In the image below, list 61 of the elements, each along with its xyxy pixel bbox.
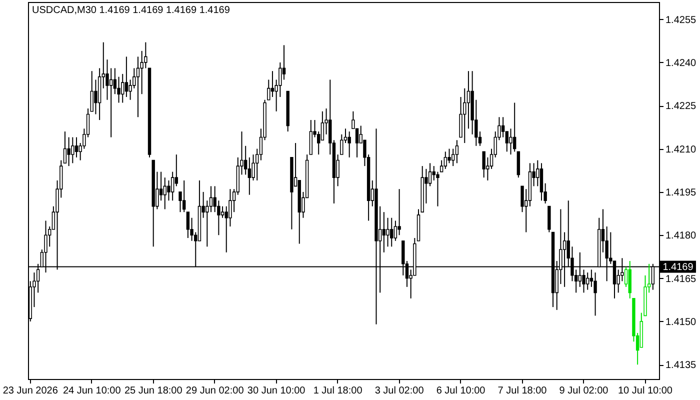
x-tick-label: 9 Jul 02:00	[559, 386, 609, 396]
candlestick	[470, 70, 474, 135]
candlestick	[217, 200, 220, 236]
x-tick-label: 7 Jul 18:00	[498, 386, 548, 396]
chart-title: USDCAD,M30 1.4169 1.4169 1.4169 1.4169	[32, 5, 230, 16]
candlestick	[582, 269, 586, 294]
candlestick	[228, 188, 232, 227]
candlestick	[163, 177, 166, 210]
x-tick-label: 6 Jul 10:00	[436, 386, 486, 396]
x-tick-label: 30 Jun 10:00	[247, 386, 306, 396]
candlestick	[586, 272, 590, 290]
candlestick	[463, 88, 466, 144]
x-tick-label: 25 Jun 18:00	[124, 386, 183, 396]
candlestick	[248, 156, 252, 196]
candlestick	[213, 186, 216, 213]
candlestick	[136, 56, 140, 118]
y-tick-label: 1.4255	[666, 14, 697, 26]
x-tick-label: 1 Jul 18:00	[313, 386, 363, 396]
candlestick	[67, 136, 70, 167]
candlestick	[74, 136, 78, 158]
y-tick-label: 1.4225	[666, 101, 697, 112]
candlestick	[509, 128, 512, 156]
candlestick	[594, 272, 597, 316]
candlestick	[432, 166, 436, 181]
candlestick	[124, 56, 128, 98]
candlestick	[390, 217, 394, 248]
x-tick-label: 24 Jun 10:00	[62, 386, 122, 396]
x-tick-label: 23 Jun 2026	[2, 386, 58, 396]
candlestick	[128, 79, 132, 100]
candlestick	[382, 212, 386, 253]
candlestick	[528, 162, 532, 207]
candlestick	[121, 73, 124, 104]
ref-line-label: 1.4169	[662, 262, 694, 273]
y-tick-label: 1.4150	[666, 316, 697, 328]
candlestick	[455, 140, 459, 164]
y-tick-label: 1.4195	[666, 187, 697, 198]
candlestick	[71, 136, 74, 164]
candlestick	[348, 131, 351, 158]
x-tick-label: 3 Jul 02:00	[374, 386, 424, 396]
candlestick	[140, 50, 144, 95]
x-tick-label: 29 Jun 02:00	[186, 386, 244, 396]
y-tick-label: 1.4180	[666, 230, 697, 242]
candlestick	[270, 70, 274, 98]
candlestick	[209, 186, 213, 213]
candlestick	[106, 59, 109, 100]
y-tick-label: 1.4240	[666, 58, 697, 69]
y-tick-label: 1.4210	[666, 144, 697, 156]
y-tick-label: 1.4135	[666, 360, 697, 372]
candlestick	[113, 68, 117, 95]
candlestick	[167, 180, 170, 202]
candlestick	[94, 79, 98, 115]
candlestick	[98, 68, 102, 120]
y-tick-label: 1.4165	[666, 274, 697, 285]
candlestick	[117, 76, 120, 104]
x-tick-label: 10 Jul 10:00	[618, 386, 673, 396]
candlestick	[278, 62, 282, 98]
candlestick	[386, 217, 390, 248]
candlestick	[540, 162, 544, 202]
candlestick	[109, 68, 113, 138]
candlestick	[466, 70, 470, 130]
candlestick	[206, 200, 209, 248]
